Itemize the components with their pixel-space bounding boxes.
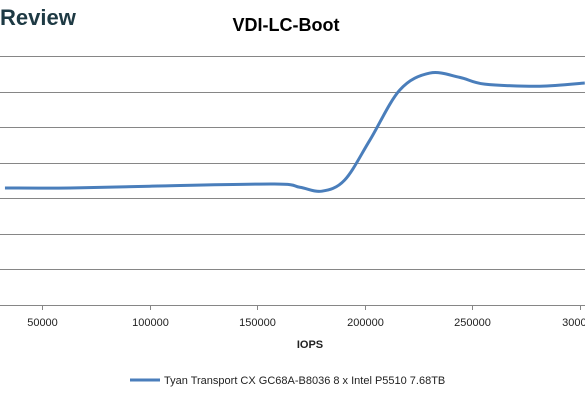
x-tick-label: 200000	[347, 317, 384, 329]
legend-label: Tyan Transport CX GC68A-B8036 8 x Intel …	[164, 375, 445, 387]
x-tick-label: 150000	[239, 317, 276, 329]
x-tick-label: 100000	[132, 317, 169, 329]
x-tick-label: 300000	[562, 317, 585, 329]
series-line	[4, 71, 585, 193]
x-axis-title: IOPS	[297, 339, 323, 351]
brand: Review	[0, 5, 77, 30]
x-tick-label: 250000	[454, 317, 491, 329]
x-tick-label: 50000	[27, 317, 58, 329]
chart-title: VDI-LC-Boot	[233, 15, 340, 35]
